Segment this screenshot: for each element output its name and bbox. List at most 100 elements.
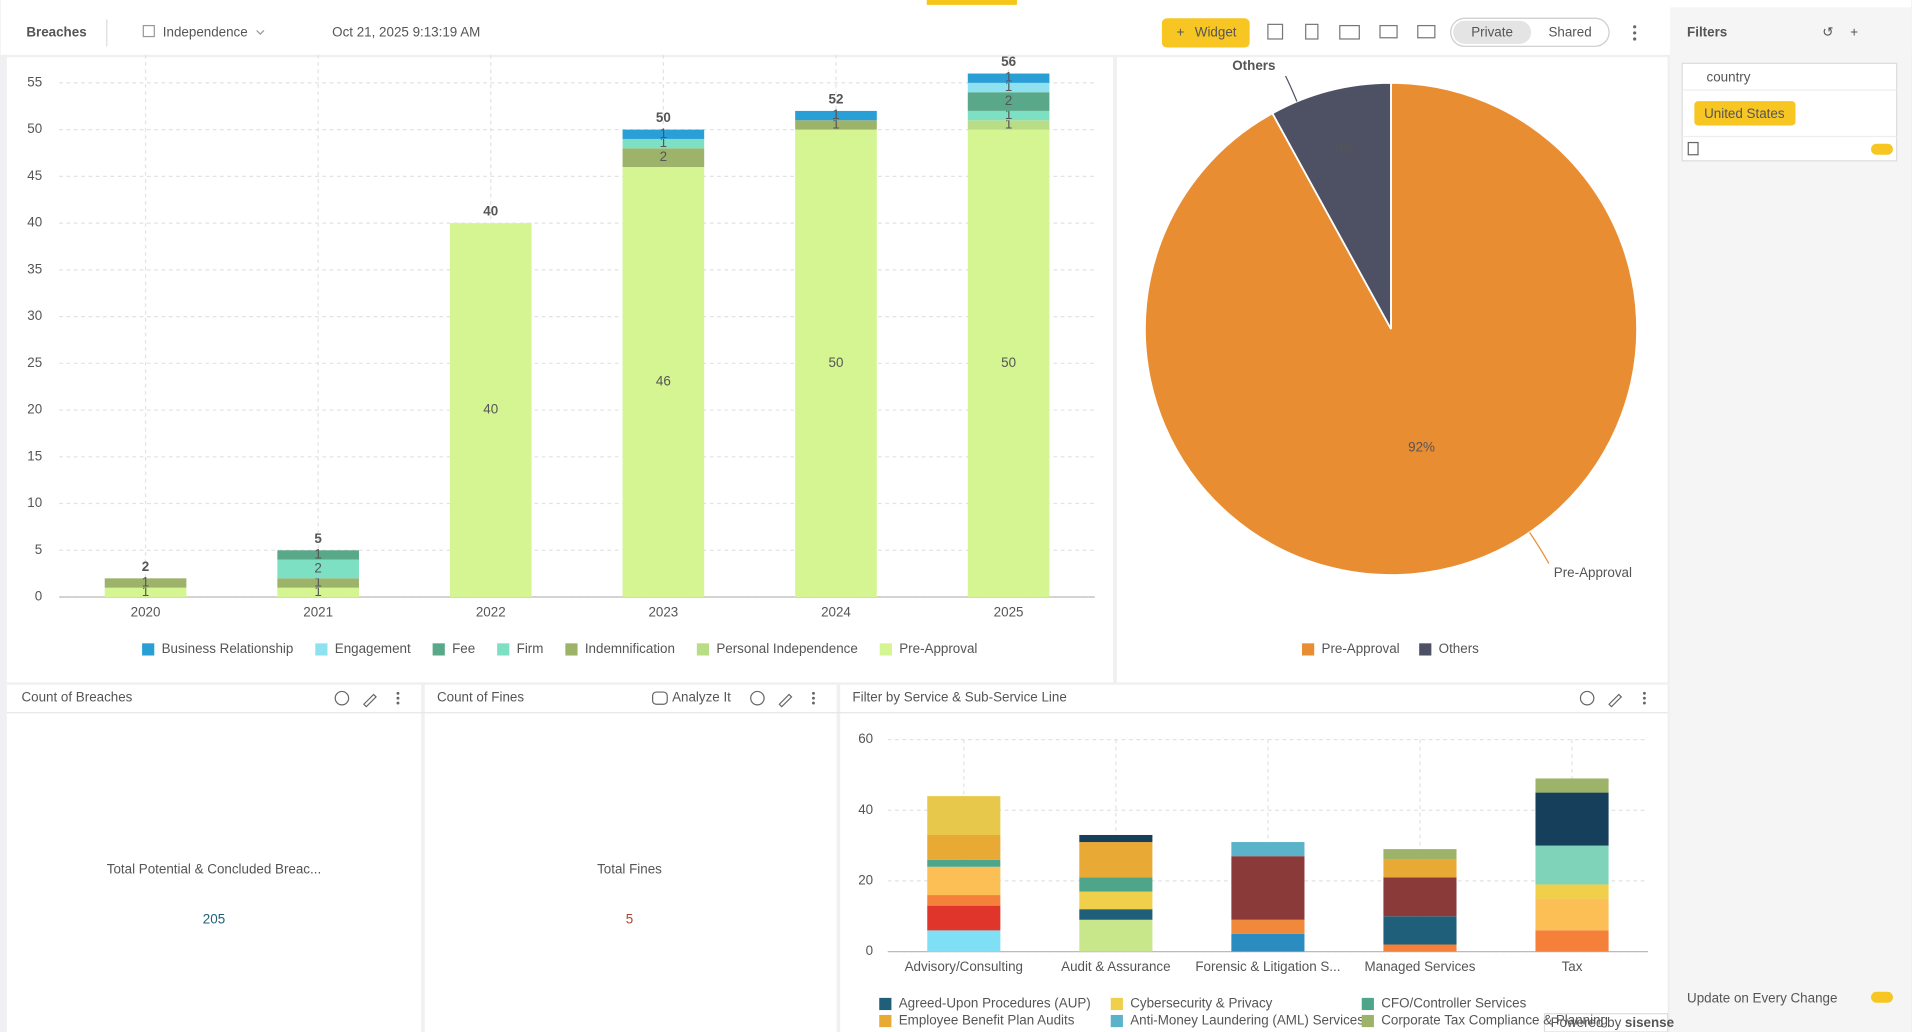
menu-dot[interactable] xyxy=(1633,25,1637,29)
bar-segment xyxy=(277,587,359,598)
legend-label[interactable]: Anti-Money Laundering (AML) Services xyxy=(1130,1013,1364,1028)
pie-slice xyxy=(1271,81,1392,330)
segment-label: 1 xyxy=(832,116,839,131)
legend-label[interactable]: Indemnification xyxy=(585,641,675,656)
bar-segment xyxy=(1079,842,1153,878)
bar-segment xyxy=(1231,933,1305,952)
mail-icon[interactable] xyxy=(1379,24,1398,39)
legend-swatch xyxy=(1302,643,1315,656)
segment-label: 46 xyxy=(656,374,671,389)
segment-label: 2 xyxy=(660,149,667,164)
bar-segment xyxy=(1535,930,1609,952)
menu-dot[interactable] xyxy=(1633,37,1637,41)
bar-segment xyxy=(795,120,877,130)
toggle-private[interactable]: Private xyxy=(1471,24,1513,39)
bar-segment xyxy=(1079,891,1153,910)
bar-segment xyxy=(1079,834,1153,843)
x-tick-label: Advisory/Consulting xyxy=(905,959,1023,974)
bar-segment xyxy=(277,578,359,588)
legend-label[interactable]: Personal Independence xyxy=(716,641,857,656)
bar-segment xyxy=(1383,849,1457,860)
widget-button[interactable] xyxy=(1161,18,1250,48)
bar-segment xyxy=(795,129,877,598)
segment-label: 2 xyxy=(1005,93,1012,108)
bar-segment xyxy=(927,859,1001,867)
y-tick-label: 20 xyxy=(858,872,873,887)
bar-segment xyxy=(1535,884,1609,899)
screen-icon[interactable] xyxy=(1417,24,1436,39)
x-tick-label: Tax xyxy=(1562,959,1583,974)
x-tick-label: 2020 xyxy=(131,604,161,619)
legend-label[interactable]: Corporate Tax Compliance & Planning xyxy=(1381,1013,1608,1028)
reset-icon[interactable]: ↺ xyxy=(1822,24,1833,39)
x-tick-label: 2024 xyxy=(821,604,851,619)
y-tick-label: 50 xyxy=(27,121,42,136)
x-tick-label: 2025 xyxy=(994,604,1024,619)
bar-segment xyxy=(967,110,1050,121)
legend-label[interactable]: Agreed-Upon Procedures (AUP) xyxy=(899,996,1091,1011)
info-icon[interactable] xyxy=(750,690,765,706)
segment-label: 1 xyxy=(832,107,839,122)
powered-by: Powered by xyxy=(1551,1015,1622,1030)
bar-segment xyxy=(967,129,1050,598)
toggle-switch[interactable] xyxy=(1871,143,1893,155)
filter-chip[interactable] xyxy=(1694,101,1796,126)
legend-label[interactable]: Pre-Approval xyxy=(1322,641,1400,656)
y-tick-label: 0 xyxy=(866,943,873,958)
bar-segment xyxy=(1383,877,1457,917)
segment-label: 1 xyxy=(142,575,149,590)
legend-swatch xyxy=(497,643,510,656)
legend-swatch xyxy=(1361,1014,1374,1028)
x-tick-label: Audit & Assurance xyxy=(1061,959,1170,974)
panel-menus xyxy=(396,691,1646,705)
analyze-it[interactable]: Analyze It xyxy=(672,690,731,705)
pdf-icon[interactable] xyxy=(1339,24,1360,40)
toggle-shared[interactable]: Shared xyxy=(1548,24,1591,39)
legend-label[interactable]: Firm xyxy=(517,641,544,656)
text-icon[interactable] xyxy=(1267,23,1284,40)
legend-label[interactable]: CFO/Controller Services xyxy=(1381,996,1526,1011)
panel xyxy=(6,57,1114,683)
legend-label[interactable]: Employee Benefit Plan Audits xyxy=(899,1013,1075,1028)
legend-swatch xyxy=(879,997,892,1011)
bar-segment xyxy=(927,930,1001,952)
segment-label: 1 xyxy=(1005,70,1012,85)
bar-segment xyxy=(927,866,1001,896)
bar-segment xyxy=(104,587,187,598)
bar-segment xyxy=(795,110,877,121)
legend-label[interactable]: Fee xyxy=(452,641,475,656)
bar-segment xyxy=(1535,898,1609,931)
segment-label: 50 xyxy=(1001,355,1016,370)
info-icon[interactable] xyxy=(1579,690,1595,706)
kpi-label: Total Potential & Concluded Breac... xyxy=(107,861,321,876)
segment-label: 50 xyxy=(829,355,844,370)
segment-label: 1 xyxy=(314,584,321,599)
filter-icon[interactable] xyxy=(1305,23,1319,40)
edit-icon[interactable] xyxy=(362,693,1623,708)
legend-swatch xyxy=(1110,997,1123,1011)
add-filter[interactable]: + xyxy=(1850,24,1858,39)
chevron xyxy=(256,30,265,35)
datasource[interactable]: Independence xyxy=(163,24,248,39)
legend-swatch xyxy=(879,643,892,656)
x-tick-label: 2023 xyxy=(648,604,678,619)
legend-label[interactable]: Others xyxy=(1439,641,1479,656)
bar-segment xyxy=(927,895,1001,906)
legend-label[interactable]: Pre-Approval xyxy=(899,641,977,656)
legend-label[interactable]: Business Relationship xyxy=(162,641,294,656)
toggle-switch[interactable] xyxy=(1871,991,1893,1003)
callout-line xyxy=(1529,532,1550,564)
callout-label: Pre-Approval xyxy=(1554,565,1632,580)
analyze-icon xyxy=(652,691,668,705)
legend-label[interactable]: Cybersecurity & Privacy xyxy=(1130,996,1272,1011)
bar-segment xyxy=(622,129,705,139)
info-icon[interactable] xyxy=(334,690,350,706)
legend-label[interactable]: Engagement xyxy=(335,641,411,656)
bar-segment xyxy=(1079,919,1153,952)
menu-dot[interactable] xyxy=(1633,31,1637,35)
total-label: 56 xyxy=(1001,54,1016,69)
bar-segment xyxy=(1383,944,1457,952)
bar-segment xyxy=(1231,919,1305,934)
delete-icon[interactable] xyxy=(1687,141,1699,156)
filter-field[interactable]: country xyxy=(1707,70,1751,85)
